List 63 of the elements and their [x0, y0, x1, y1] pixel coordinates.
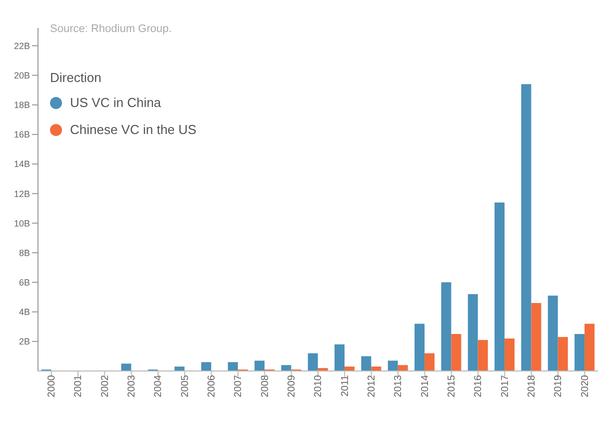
bar	[451, 334, 462, 371]
bar	[398, 365, 408, 371]
bar	[121, 364, 132, 371]
bar	[388, 360, 398, 371]
x-tick-label: 2001	[73, 374, 84, 398]
y-tick-label: 16B	[14, 130, 30, 140]
bar	[574, 334, 585, 371]
y-tick-label: 18B	[14, 100, 30, 110]
annotation: Source: Rhodium Group.	[50, 23, 172, 35]
bar	[174, 366, 185, 371]
bar	[468, 294, 478, 371]
y-tick-label: 22B	[14, 40, 30, 51]
x-tick-label: 2012	[366, 374, 378, 398]
y-tick-label: 6B	[18, 277, 30, 288]
bar	[228, 362, 238, 371]
x-tick-label: 2003	[126, 374, 138, 398]
x-tick-label: 2009	[286, 374, 298, 398]
bar	[254, 360, 265, 371]
bar	[521, 84, 532, 371]
x-tick-label: 2019	[553, 374, 564, 398]
y-tick-label: 12B	[14, 188, 30, 199]
y-tick-label: 10B	[14, 218, 30, 228]
bar	[494, 202, 505, 371]
legend-title: Direction	[50, 70, 102, 85]
legend-label: US VC in China	[70, 95, 162, 110]
bar	[478, 340, 488, 371]
x-tick-label: 2011	[340, 374, 351, 397]
x-tick-label: 2016	[473, 374, 484, 398]
bar	[584, 324, 595, 371]
x-tick-label: 2013	[393, 374, 404, 398]
y-tick-label: 20B	[14, 70, 30, 81]
x-tick-label: 2000	[46, 374, 58, 398]
bar	[308, 353, 318, 371]
bar	[558, 336, 568, 371]
bar	[361, 356, 372, 371]
bar	[334, 344, 345, 371]
x-tick-label: 2020	[580, 374, 591, 398]
y-tick-label: 8B	[18, 248, 30, 258]
bar	[201, 362, 212, 371]
bar	[371, 366, 382, 371]
y-tick-label: 14B	[14, 159, 30, 170]
x-tick-label: 2008	[260, 374, 271, 398]
x-tick-label: 2014	[420, 374, 431, 398]
x-tick-label: 2010	[313, 374, 324, 398]
x-tick-label: 2004	[153, 374, 164, 398]
y-tick-label: 2B	[18, 336, 30, 347]
bar	[504, 338, 515, 371]
x-tick-label: 2007	[233, 374, 244, 398]
x-tick-label: 2002	[100, 374, 111, 398]
x-tick-label: 2018	[526, 374, 538, 398]
x-tick-label: 2017	[500, 374, 511, 398]
bar	[548, 296, 558, 371]
bar	[531, 302, 542, 371]
legend-label: Chinese VC in the US	[70, 122, 196, 137]
x-tick-label: 2006	[206, 374, 218, 398]
y-tick-label: 4B	[18, 307, 30, 318]
bar	[441, 282, 452, 371]
bar	[281, 365, 292, 371]
bar	[414, 324, 425, 371]
bar	[344, 366, 355, 371]
bar	[424, 353, 435, 371]
x-tick-label: 2005	[180, 374, 191, 398]
x-tick-label: 2015	[446, 374, 458, 398]
